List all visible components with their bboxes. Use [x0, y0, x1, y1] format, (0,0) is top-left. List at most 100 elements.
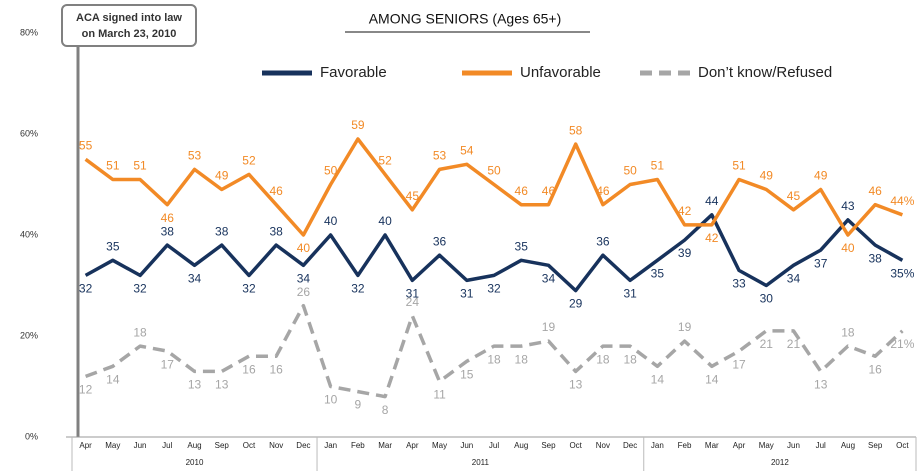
data-label: 17	[161, 357, 175, 371]
x-tick-label: Oct	[569, 441, 582, 450]
y-tick-label: 40%	[20, 229, 38, 239]
data-label: 14	[705, 372, 719, 386]
data-label: 44	[705, 194, 719, 208]
data-label: 32	[242, 282, 256, 296]
x-tick-label: Mar	[705, 441, 719, 450]
data-label: 53	[433, 149, 447, 163]
data-label: 38	[270, 224, 284, 238]
data-label: 34	[542, 271, 556, 285]
data-label: 43	[841, 199, 855, 213]
x-tick-label: Jul	[162, 441, 172, 450]
data-label: 49	[760, 169, 774, 183]
data-label: 34	[188, 271, 202, 285]
legend-label: Favorable	[320, 64, 387, 81]
x-tick-label: Jun	[460, 441, 473, 450]
data-label: 44%	[890, 194, 914, 208]
data-label: 59	[351, 118, 365, 132]
data-label: 45	[406, 189, 420, 203]
data-label: 36	[596, 234, 610, 248]
data-label: 42	[678, 204, 692, 218]
data-label: 49	[215, 169, 229, 183]
data-label: 34	[297, 271, 311, 285]
data-label: 32	[79, 282, 93, 296]
x-tick-label: Jan	[651, 441, 664, 450]
data-label: 38	[868, 251, 882, 265]
x-tick-label: Apr	[406, 441, 419, 450]
data-label: 18	[487, 352, 501, 366]
x-tick-label: Dec	[623, 441, 637, 450]
data-label: 18	[596, 352, 610, 366]
data-label: 15	[460, 367, 474, 381]
y-tick-label: 80%	[20, 27, 38, 37]
data-label: 16	[270, 362, 284, 376]
data-label: 14	[651, 372, 665, 386]
x-tick-label: Sep	[868, 441, 883, 450]
x-tick-label: Apr	[79, 441, 92, 450]
data-label: 30	[760, 292, 774, 306]
series-line	[84, 137, 904, 237]
data-label: 42	[705, 231, 719, 245]
y-tick-label: 60%	[20, 128, 38, 138]
data-label: 12	[79, 383, 93, 397]
x-tick-label: May	[432, 441, 447, 450]
data-label: 37	[814, 256, 828, 270]
x-tick-label: Jul	[489, 441, 499, 450]
x-tick-label: Jul	[816, 441, 826, 450]
data-label: 13	[814, 378, 828, 392]
y-tick-label: 20%	[20, 330, 38, 340]
x-tick-label: Apr	[733, 441, 746, 450]
x-tick-label: Oct	[243, 441, 256, 450]
data-label: 31	[460, 287, 474, 301]
data-label: 54	[460, 143, 474, 157]
data-label: 16	[868, 362, 882, 376]
x-tick-label: Feb	[351, 441, 365, 450]
x-tick-label: Jan	[324, 441, 337, 450]
data-label: 19	[678, 320, 692, 334]
data-label: 50	[324, 164, 338, 178]
data-label: 35	[651, 266, 665, 280]
annotation-box	[61, 4, 197, 47]
data-label: 51	[651, 159, 665, 173]
data-label: 46	[596, 184, 610, 198]
data-label: 50	[487, 164, 501, 178]
x-tick-label: Mar	[378, 441, 392, 450]
data-label: 45	[787, 189, 801, 203]
x-tick-label: Oct	[896, 441, 909, 450]
data-label: 18	[133, 325, 147, 339]
data-label: 46	[270, 184, 284, 198]
data-label: 9	[355, 398, 362, 412]
data-label: 51	[106, 159, 120, 173]
data-label: 19	[542, 320, 556, 334]
data-label: 21	[760, 337, 774, 351]
data-label: 32	[487, 282, 501, 296]
x-tick-label: May	[759, 441, 774, 450]
data-label: 35	[106, 239, 120, 253]
data-label: 31	[406, 287, 420, 301]
x-tick-label: Feb	[678, 441, 692, 450]
data-label: 40	[324, 214, 338, 228]
data-label: 46	[161, 211, 175, 225]
data-label: 46	[515, 184, 529, 198]
y-tick-label: 0%	[25, 431, 38, 441]
data-label: 18	[841, 325, 855, 339]
data-label: 33	[732, 277, 746, 291]
x-tick-label: Aug	[514, 441, 528, 450]
data-label: 14	[106, 372, 120, 386]
data-label: 55	[79, 138, 93, 152]
year-label: 2011	[472, 458, 490, 467]
data-label: 40	[378, 214, 392, 228]
data-label: 18	[623, 352, 637, 366]
data-label: 35	[515, 239, 529, 253]
data-label: 50	[623, 164, 637, 178]
data-label: 17	[732, 357, 746, 371]
data-label: 16	[242, 362, 256, 376]
data-label: 8	[382, 403, 389, 417]
data-label: 21	[787, 337, 801, 351]
x-tick-label: Jun	[134, 441, 147, 450]
data-label: 51	[133, 159, 147, 173]
data-label: 32	[351, 282, 365, 296]
data-label: 39	[678, 246, 692, 260]
legend-label: Don’t know/Refused	[698, 64, 832, 81]
data-label: 29	[569, 297, 583, 311]
